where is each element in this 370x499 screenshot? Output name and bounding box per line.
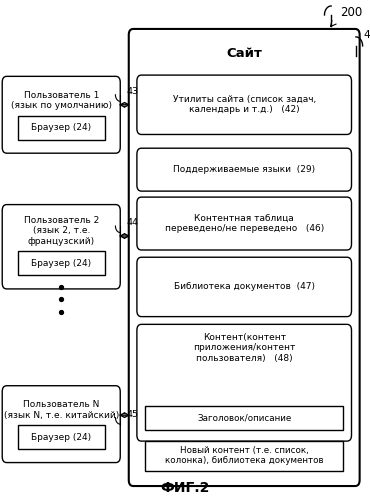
FancyBboxPatch shape [137,197,352,250]
Text: 43: 43 [127,87,139,96]
FancyBboxPatch shape [137,75,352,135]
FancyBboxPatch shape [137,257,352,317]
Text: Заголовок/описание: Заголовок/описание [197,413,291,422]
Text: Пользователь 2
(язык 2, т.е.
французский): Пользователь 2 (язык 2, т.е. французский… [24,216,99,246]
Text: Пользователь 1
(язык по умолчанию): Пользователь 1 (язык по умолчанию) [11,91,112,110]
FancyBboxPatch shape [129,29,360,486]
Text: Контентная таблица
переведено/не переведено   (46): Контентная таблица переведено/не перевед… [165,214,324,233]
FancyBboxPatch shape [2,386,120,463]
Text: 44: 44 [127,218,139,228]
Bar [18,251,105,275]
Text: Браузер (24): Браузер (24) [31,433,91,442]
Text: 41: 41 [364,30,370,40]
Text: Браузер (24): Браузер (24) [31,123,91,132]
FancyBboxPatch shape [137,148,352,191]
Text: Браузер (24): Браузер (24) [31,259,91,268]
Bar [145,406,343,430]
Text: Контент(контент
приложения/контент
пользователя)   (48): Контент(контент приложения/контент польз… [193,333,295,363]
Bar [18,116,105,140]
Text: Библиотека документов  (47): Библиотека документов (47) [174,282,315,291]
Text: Сайт: Сайт [226,47,262,60]
Text: Пользователь N
(язык N, т.е. китайский): Пользователь N (язык N, т.е. китайский) [4,400,119,420]
Text: 200: 200 [340,6,363,19]
Text: Новый контент (т.е. список,
колонка), библиотека документов: Новый контент (т.е. список, колонка), би… [165,446,323,465]
Bar [145,441,343,471]
Text: ФИГ.2: ФИГ.2 [160,481,210,495]
Text: Поддерживаемые языки  (29): Поддерживаемые языки (29) [173,165,315,174]
Bar [18,425,105,449]
Text: 45: 45 [127,410,139,419]
FancyBboxPatch shape [137,324,352,441]
FancyBboxPatch shape [2,76,120,153]
FancyBboxPatch shape [2,205,120,289]
Text: Утилиты сайта (список задач,
календарь и т.д.)   (42): Утилиты сайта (список задач, календарь и… [172,95,316,114]
